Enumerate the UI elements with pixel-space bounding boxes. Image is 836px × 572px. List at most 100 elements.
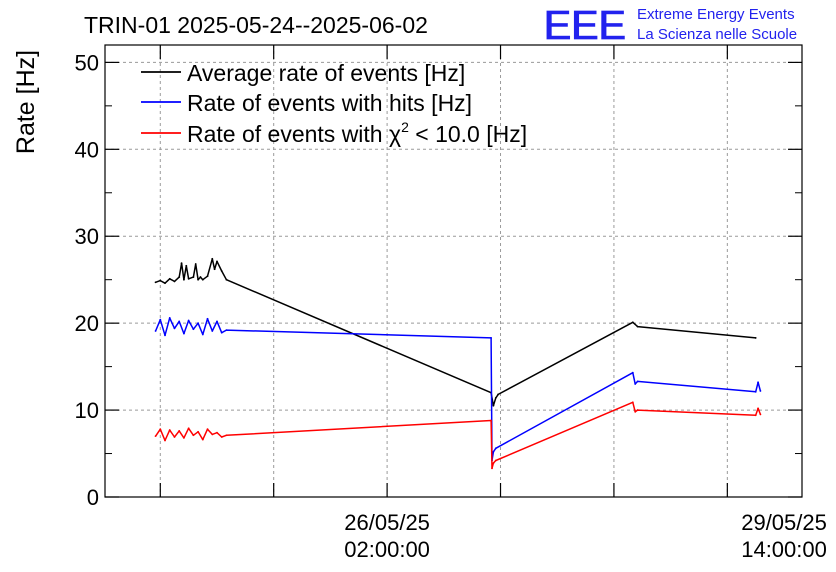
data-point-chi2: [164, 439, 166, 442]
data-point-hits: [211, 330, 214, 332]
y-tick-label: 30: [75, 224, 99, 249]
y-tick-label: 10: [75, 398, 99, 423]
data-point-average: [183, 278, 185, 281]
data-point-average: [185, 264, 188, 267]
data-point-chi2: [173, 436, 176, 438]
data-point-chi2: [490, 419, 492, 422]
y-tick-label: 20: [75, 311, 99, 336]
data-point-average: [178, 276, 181, 278]
data-point-chi2: [494, 459, 497, 462]
data-point-average: [154, 281, 157, 284]
data-point-chi2: [197, 430, 199, 433]
data-point-average: [494, 397, 497, 399]
legend: Average rate of events [Hz] Rate of event…: [141, 60, 527, 147]
series-group: [154, 257, 762, 470]
data-point-hits: [757, 381, 759, 384]
data-point-hits: [494, 447, 497, 450]
data-point-average: [164, 282, 166, 285]
eee-logo: EEE Extreme Energy Events La Scienza nel…: [542, 0, 797, 50]
y-tick-label: 0: [87, 485, 99, 510]
data-point-chi2: [183, 436, 185, 439]
data-point-chi2: [154, 435, 157, 438]
data-point-average: [497, 393, 500, 396]
data-point-hits: [164, 334, 166, 337]
x-tick-label-date: 26/05/25: [344, 510, 430, 535]
data-point-chi2: [631, 401, 634, 404]
data-point-chi2: [634, 410, 637, 413]
data-point-average: [211, 257, 214, 260]
legend-label-average: Average rate of events [Hz]: [187, 60, 465, 86]
data-point-hits: [754, 390, 757, 393]
data-point-chi2: [491, 467, 493, 470]
data-point-average: [173, 280, 176, 283]
x-tick-label-time: 14:00:00: [741, 537, 827, 562]
data-point-average: [168, 277, 171, 280]
data-point-average: [225, 278, 228, 281]
data-point-average: [213, 268, 216, 271]
data-point-chi2: [187, 427, 190, 430]
data-point-chi2: [178, 430, 181, 432]
data-point-average: [180, 262, 183, 265]
data-point-chi2: [220, 436, 223, 438]
y-tick-labels: 0 10 20 30 40 50: [75, 50, 99, 510]
data-point-chi2: [492, 462, 495, 464]
data-point-chi2: [636, 409, 639, 411]
grid: [105, 45, 802, 497]
data-point-hits: [490, 337, 492, 339]
data-point-chi2: [225, 434, 228, 437]
data-point-hits: [173, 327, 176, 330]
series-line-hits: [154, 317, 762, 462]
data-point-average: [197, 278, 199, 281]
data-point-average: [216, 260, 218, 263]
y-tick-label: 40: [75, 137, 99, 162]
data-point-average: [194, 263, 197, 265]
data-point-hits: [178, 320, 181, 323]
data-point-chi2: [216, 431, 218, 434]
data-point-hits: [192, 328, 195, 331]
data-point-average: [159, 279, 162, 282]
data-point-hits: [631, 371, 634, 374]
data-point-chi2: [754, 414, 757, 417]
x-tick-label-date: 29/05/25: [741, 510, 827, 535]
y-axis-label: Rate [Hz]: [12, 50, 40, 154]
data-point-average: [201, 278, 204, 281]
data-point-hits: [154, 330, 157, 332]
data-point-hits: [159, 318, 162, 321]
data-point-hits: [216, 320, 218, 323]
data-point-chi2: [211, 433, 214, 436]
series-line-average: [155, 258, 756, 407]
data-point-chi2: [759, 413, 762, 416]
data-point-average: [492, 404, 495, 407]
y-tick-label: 50: [75, 50, 99, 75]
data-point-hits: [220, 331, 223, 334]
chart-title: TRIN-01 2025-05-24--2025-06-02: [84, 12, 428, 38]
data-point-hits: [634, 383, 637, 385]
legend-label-chi2: Rate of events with χ2 < 10.0 [Hz]: [187, 119, 527, 147]
data-point-average: [220, 270, 223, 272]
data-point-average: [206, 275, 209, 278]
eee-logo-letters: EEE: [543, 1, 626, 50]
data-point-hits: [759, 390, 762, 392]
data-point-average: [192, 276, 195, 278]
legend-label-hits: Rate of events with hits [Hz]: [187, 90, 472, 116]
data-point-chi2: [206, 428, 209, 431]
data-point-hits: [201, 333, 204, 336]
series-line-chi2: [154, 401, 762, 470]
data-point-average: [631, 321, 634, 324]
data-point-average: [754, 337, 757, 339]
data-point-chi2: [159, 428, 162, 431]
data-point-hits: [225, 329, 228, 332]
logo-line-1: Extreme Energy Events: [637, 6, 795, 23]
data-point-average: [187, 277, 190, 280]
data-point-average: [636, 325, 639, 328]
data-point-hits: [168, 317, 171, 319]
x-tick-label-time: 02:00:00: [344, 537, 430, 562]
data-point-hits: [492, 450, 495, 453]
logo-line-2: La Scienza nelle Scuole: [637, 26, 797, 43]
data-point-hits: [197, 322, 199, 325]
plot-frame: [104, 44, 803, 498]
data-point-hits: [187, 319, 190, 322]
data-point-chi2: [201, 438, 204, 441]
